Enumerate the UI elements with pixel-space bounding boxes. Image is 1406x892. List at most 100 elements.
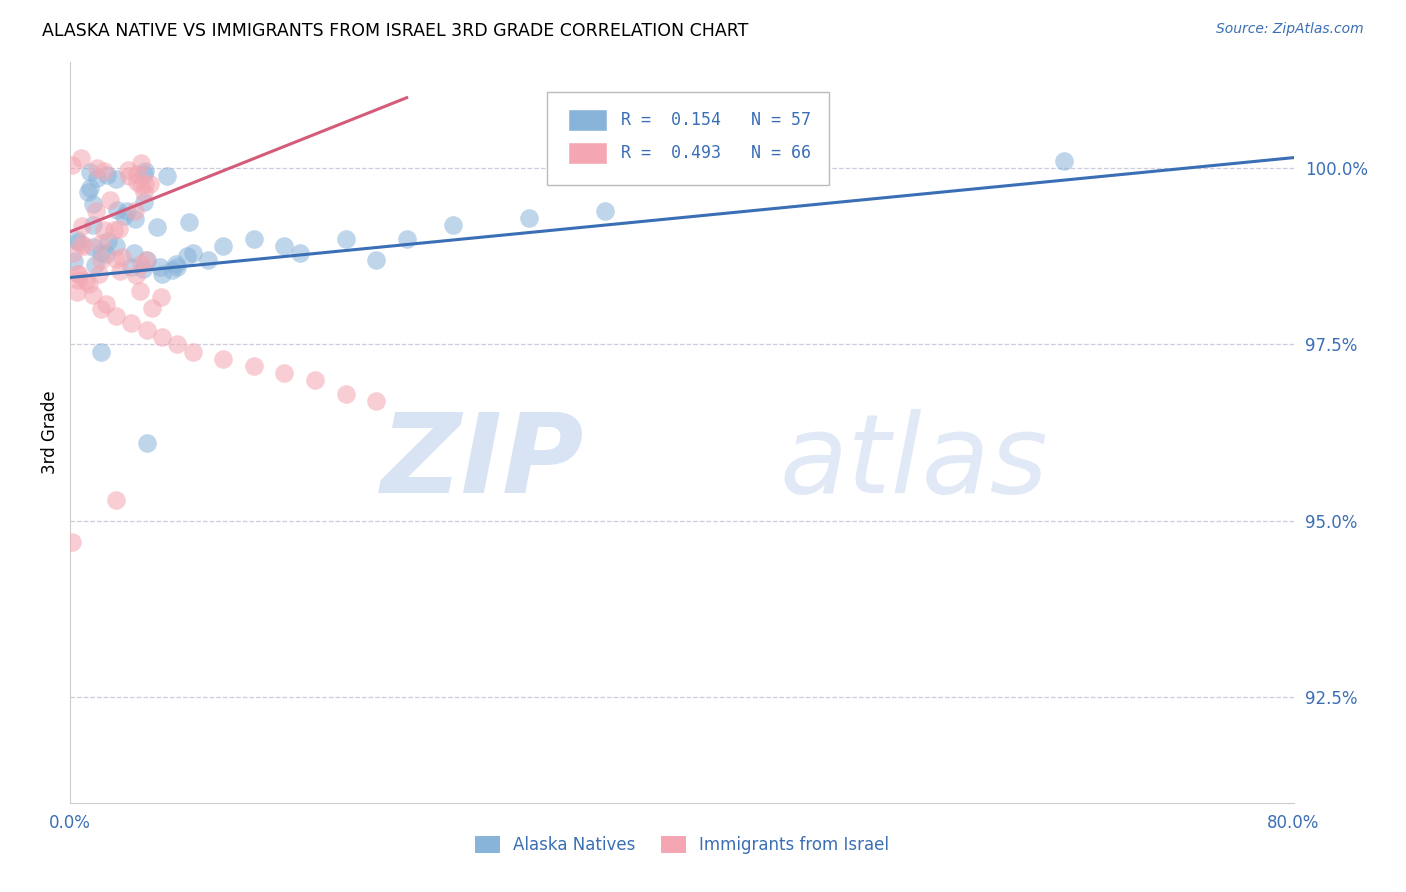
Legend: Alaska Natives, Immigrants from Israel: Alaska Natives, Immigrants from Israel	[468, 830, 896, 861]
Point	[115, 203, 138, 218]
Point	[66, 267, 89, 281]
Point	[149, 290, 172, 304]
Point	[243, 359, 266, 373]
Point	[335, 387, 357, 401]
Point	[79, 165, 101, 179]
Point	[82, 197, 104, 211]
Point	[62, 245, 84, 260]
Point	[67, 235, 90, 249]
Point	[395, 232, 418, 246]
Point	[135, 436, 157, 450]
Point	[155, 169, 177, 184]
Point	[121, 316, 143, 330]
Point	[93, 223, 115, 237]
Point	[107, 221, 129, 235]
Point	[288, 245, 311, 260]
Point	[366, 393, 388, 408]
Point	[86, 161, 108, 176]
Point	[177, 214, 200, 228]
Text: ALASKA NATIVE VS IMMIGRANTS FROM ISRAEL 3RD GRADE CORRELATION CHART: ALASKA NATIVE VS IMMIGRANTS FROM ISRAEL …	[42, 22, 748, 40]
Point	[125, 268, 148, 282]
Point	[273, 239, 295, 253]
Point	[335, 232, 357, 246]
Point	[135, 252, 157, 267]
Point	[104, 252, 127, 266]
Point	[134, 177, 156, 191]
Text: R =  0.493   N = 66: R = 0.493 N = 66	[621, 144, 811, 161]
Point	[132, 262, 155, 277]
Point	[66, 285, 89, 300]
Point	[127, 167, 149, 181]
Point	[181, 344, 204, 359]
Point	[90, 245, 112, 260]
Point	[104, 172, 127, 186]
Point	[127, 175, 149, 189]
Point	[273, 366, 295, 380]
Point	[517, 211, 540, 225]
Point	[138, 177, 160, 191]
Point	[129, 178, 152, 192]
Point	[181, 245, 204, 260]
Point	[134, 194, 156, 209]
Point	[366, 252, 388, 267]
Point	[105, 310, 128, 324]
Point	[105, 239, 128, 253]
Point	[131, 257, 153, 271]
Point	[86, 170, 108, 185]
Point	[117, 163, 139, 178]
Point	[112, 209, 135, 223]
Point	[150, 267, 173, 281]
Point	[93, 163, 115, 178]
Point	[441, 218, 464, 232]
Point	[73, 238, 96, 252]
Point	[212, 239, 235, 253]
Point	[96, 168, 118, 182]
Point	[1053, 154, 1076, 169]
Point	[66, 267, 89, 281]
Point	[150, 330, 173, 344]
Point	[110, 263, 132, 277]
Point	[77, 277, 100, 292]
Point	[60, 535, 83, 549]
Point	[75, 274, 97, 288]
Point	[124, 211, 146, 226]
Point	[149, 260, 172, 274]
Point	[595, 203, 617, 218]
Point	[111, 250, 134, 264]
Point	[197, 252, 219, 267]
Text: R =  0.154   N = 57: R = 0.154 N = 57	[621, 112, 811, 129]
Point	[105, 492, 128, 507]
Point	[82, 239, 104, 253]
Bar	[568, 109, 607, 131]
Point	[132, 185, 155, 199]
Point	[97, 234, 120, 248]
Point	[162, 263, 184, 277]
Point	[103, 223, 125, 237]
Point	[66, 273, 89, 287]
FancyBboxPatch shape	[547, 92, 828, 185]
Point	[82, 288, 104, 302]
Point	[62, 254, 84, 268]
Bar	[568, 142, 607, 164]
Point	[132, 167, 155, 181]
Point	[66, 233, 89, 247]
Point	[84, 203, 107, 218]
Point	[105, 202, 128, 217]
Point	[304, 373, 326, 387]
Point	[84, 258, 107, 272]
Point	[60, 158, 83, 172]
Point	[82, 218, 104, 232]
Y-axis label: 3rd Grade: 3rd Grade	[41, 391, 59, 475]
Point	[134, 164, 156, 178]
Point	[141, 301, 163, 315]
Point	[96, 297, 118, 311]
Point	[165, 257, 187, 271]
Point	[90, 302, 112, 317]
Point	[96, 247, 118, 261]
Point	[124, 204, 146, 219]
Point	[90, 344, 112, 359]
Point	[135, 323, 157, 337]
Point	[243, 232, 266, 246]
Point	[70, 152, 93, 166]
Text: ZIP: ZIP	[381, 409, 583, 516]
